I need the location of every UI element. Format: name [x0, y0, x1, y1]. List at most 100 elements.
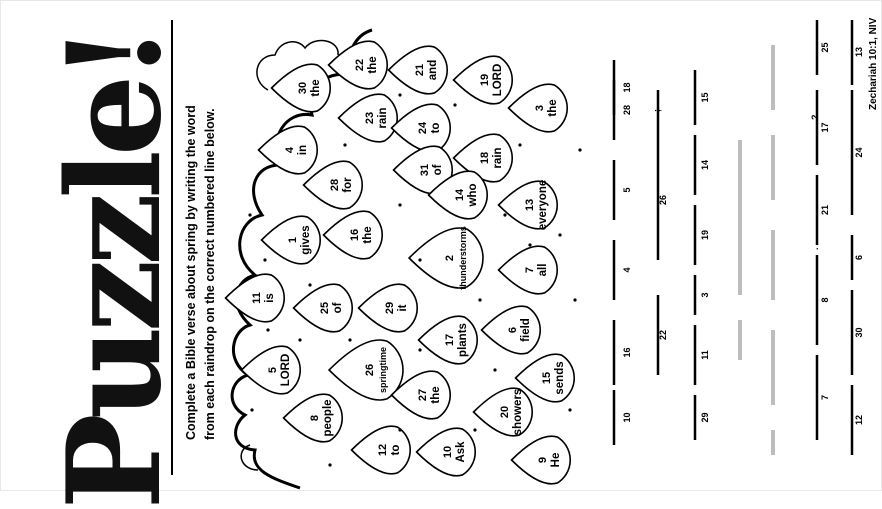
raindrop-number: 13 [524, 199, 536, 211]
answer-line-number: 21 [820, 205, 830, 215]
rain-dot [398, 93, 402, 97]
answer-line-gray [771, 45, 775, 110]
raindrop-word: showers [512, 389, 524, 436]
raindrop: 27 the [390, 370, 451, 420]
rain-dot [573, 298, 577, 302]
raindrop-number: 22 [354, 59, 366, 71]
raindrop-shape [224, 273, 285, 323]
answer-line-number: 13 [854, 47, 864, 57]
raindrop-word: field [520, 318, 532, 342]
raindrop: 10 Ask [415, 427, 476, 477]
raindrop-shape [257, 125, 318, 175]
answer-line-number: 8 [820, 297, 830, 302]
raindrop: 20 showers [472, 387, 533, 437]
raindrop: 9 He [510, 435, 571, 485]
raindrop: 26 springtime [327, 339, 404, 401]
raindrop-number: 23 [364, 112, 376, 124]
raindrop-number: 16 [349, 229, 361, 241]
answer-line-number: 25 [820, 42, 830, 52]
answer-lines-group: 10 16 4 5 28 18 22 26 29 11 3 19 14 15 7 8 21 17 25 12 30 6 24… [612, 20, 864, 455]
raindrop: 15 sends [514, 353, 575, 403]
raindrop: 4 in [257, 125, 318, 175]
rain-dot [248, 213, 252, 217]
raindrop-number: 26 [364, 364, 376, 376]
raindrop-shape [350, 425, 411, 475]
raindrop-word: in [297, 145, 309, 155]
raindrop-word: LORD [280, 354, 292, 387]
punctuation-mark: ? [810, 115, 820, 121]
raindrop-number: 5 [267, 367, 279, 373]
raindrop-word: all [537, 264, 549, 277]
raindrop: 11 is [224, 273, 285, 323]
raindrop-word: the [547, 99, 559, 116]
raindrop-shape [415, 427, 476, 477]
answer-line-number: 17 [820, 122, 830, 132]
raindrop-word: the [310, 79, 322, 96]
raindrop-number: 27 [417, 389, 429, 401]
raindrop-shape [497, 180, 558, 230]
answer-line-number: 29 [700, 412, 710, 422]
raindrop-number: 4 [284, 146, 296, 153]
rain-dot [266, 328, 270, 332]
raindrop: 14 who [427, 170, 488, 220]
raindrop-number: 17 [444, 334, 456, 346]
cloud-puff-top [256, 39, 339, 91]
raindrop: 24 to [390, 103, 451, 153]
rain-dot [418, 258, 422, 262]
raindrop-shape [497, 245, 558, 295]
raindrop-shape [282, 393, 343, 443]
verse-reference: Zechariah 10:1, NIV [868, 17, 879, 110]
raindrop-shape [302, 160, 363, 210]
answer-line-number: 15 [700, 92, 710, 102]
answer-line-number: 12 [854, 415, 864, 425]
raindrop-shape [507, 83, 568, 133]
raindrop-shape [417, 315, 478, 365]
raindrop: 2 thunderstorms [407, 226, 484, 290]
raindrop-number: 31 [419, 164, 431, 176]
answer-line-number: 22 [658, 330, 668, 340]
answer-line-number: 10 [622, 412, 632, 422]
raindrop-shape [480, 305, 541, 355]
raindrop-word: plants [457, 323, 469, 357]
rain-dot [478, 298, 482, 302]
raindrop-word: rain [492, 147, 504, 168]
raindrop: 7 all [497, 245, 558, 295]
raindrop-number: 8 [309, 415, 321, 421]
raindrop-number: 7 [524, 267, 536, 273]
raindrop-word: people [322, 399, 334, 436]
raindrop: 5 LORD [240, 345, 301, 395]
punctuation-mark: ; [652, 109, 662, 112]
answer-line-number: 11 [700, 350, 710, 360]
rain-dot [298, 338, 302, 342]
answer-line-number: 14 [700, 160, 710, 170]
cloud-puff-bottom [240, 444, 259, 471]
divider-rule [171, 20, 173, 475]
raindrop-shape [327, 40, 388, 90]
raindrop-word: He [550, 453, 562, 468]
raindrop-number: 18 [479, 152, 491, 164]
raindrop-number: 24 [417, 121, 429, 134]
raindrop: 21 and [387, 45, 448, 95]
rain-dot [528, 243, 532, 247]
raindrop: 19 LORD [452, 55, 513, 105]
raindrop-number: 30 [297, 82, 309, 94]
punctuation-mark: . [810, 247, 820, 250]
raindrop-shape [514, 353, 575, 403]
rain-dot [558, 233, 562, 237]
raindrop-number: 25 [319, 302, 331, 314]
answer-line-number: 4 [622, 267, 632, 272]
raindrop-number: 29 [384, 302, 396, 314]
answer-line-gray [738, 140, 742, 295]
raindrop-shape [510, 435, 571, 485]
answer-line-gray [771, 135, 775, 200]
raindrop-word: Ask [455, 441, 467, 463]
answer-line-number: 28 [622, 105, 632, 115]
answer-line-number: 5 [622, 187, 632, 192]
answer-line-number: 7 [820, 395, 830, 400]
raindrop-number: 10 [442, 446, 454, 458]
raindrop-shape [387, 45, 448, 95]
raindrop-word: it [397, 304, 409, 311]
rain-dot [578, 148, 582, 152]
raindrop: 31 of [392, 145, 453, 195]
